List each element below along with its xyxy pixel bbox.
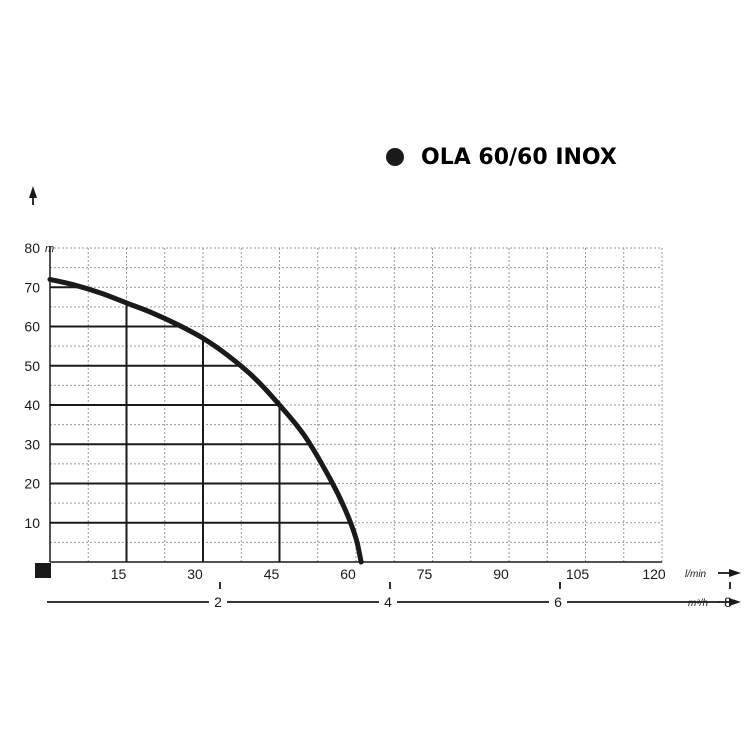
- curve-point: [254, 377, 255, 378]
- secondary-axis-unit: m³/h: [688, 598, 708, 609]
- x-tick-label: 45: [264, 566, 280, 582]
- y-tick-label: 40: [24, 397, 40, 413]
- curve-point: [177, 324, 178, 325]
- curve-point: [50, 279, 51, 280]
- labels: 10 20 30 40 50 60 70 80 m 15 30 45 60 75 90 105 120 l/min…: [24, 145, 732, 610]
- x-axis-unit: l/min: [685, 569, 707, 580]
- x-tick-label: 60: [340, 566, 356, 582]
- chart-title: OLA 60/60 INOX: [421, 145, 617, 170]
- grid: [50, 247, 663, 562]
- y-tick-label: 50: [24, 358, 40, 374]
- curve-point: [101, 293, 102, 294]
- y-tick-label: 10: [24, 515, 40, 531]
- y-tick-label: 20: [24, 476, 40, 492]
- right-arrow-icon: [729, 569, 741, 577]
- y-tick-label: 60: [24, 319, 40, 335]
- curve-point: [356, 538, 357, 539]
- curve-point: [152, 312, 153, 313]
- operating-lines: [50, 286, 351, 562]
- curve-point: [345, 510, 346, 511]
- axes: [29, 186, 741, 606]
- curve-point: [228, 355, 229, 356]
- bullet-icon: [386, 148, 404, 166]
- curve-layer: [47, 276, 364, 565]
- performance-curve: [47, 276, 364, 565]
- y-tick-label: 30: [24, 436, 40, 452]
- secondary-tick-label: 6: [554, 594, 562, 610]
- x-tick-label: 30: [187, 566, 203, 582]
- y-axis-unit: m: [45, 243, 54, 255]
- up-arrow-icon: [29, 186, 37, 198]
- curve-point: [75, 285, 76, 286]
- curve-point: [126, 302, 127, 303]
- curve-point: [305, 436, 306, 437]
- x-tick-label: 75: [417, 566, 433, 582]
- secondary-tick-label: 4: [384, 594, 392, 610]
- curve-point: [361, 562, 362, 563]
- origin-square-icon: [35, 563, 51, 578]
- x-tick-label: 90: [493, 566, 509, 582]
- x-tick-label: 105: [566, 566, 590, 582]
- y-tick-label: 80: [24, 240, 40, 256]
- x-tick-label: 120: [642, 566, 666, 582]
- curve-point: [203, 338, 204, 339]
- secondary-tick-label: 8: [724, 594, 732, 610]
- right-arrow-icon: [729, 598, 741, 606]
- curve-point: [330, 479, 331, 480]
- x-tick-label: 15: [111, 566, 127, 582]
- curve-point: [279, 405, 280, 406]
- secondary-tick-label: 2: [214, 594, 222, 610]
- y-tick-label: 70: [24, 279, 40, 295]
